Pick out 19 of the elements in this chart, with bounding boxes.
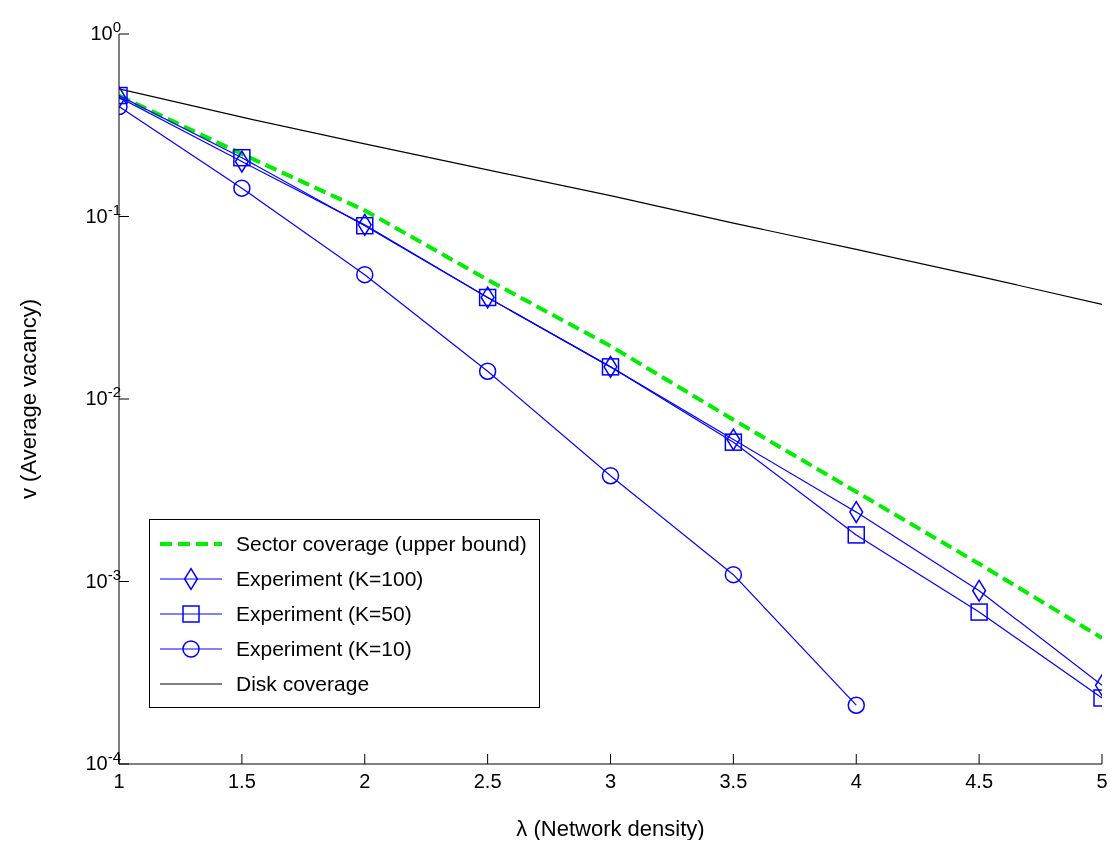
y-tick-label: 10$^{0}$ <box>90 17 121 44</box>
legend-label: Experiment (K=10) <box>236 636 412 661</box>
x-tick-label: 2.5 <box>473 770 502 793</box>
x-tick-label: 1.5 <box>227 770 256 793</box>
legend-label: Experiment (K=50) <box>236 601 412 626</box>
legend-label: Sector coverage (upper bound) <box>236 531 527 556</box>
x-axis-title: λ (Network density) <box>516 816 705 841</box>
x-tick-label: 4 <box>850 770 862 793</box>
x-tick-label: 3.5 <box>719 770 748 793</box>
x-tick-label: 5 <box>1096 770 1108 793</box>
y-axis-title: v (Average vacancy) <box>15 298 41 500</box>
legend-label: Disk coverage <box>236 671 370 696</box>
x-tick-label: 2 <box>359 770 371 793</box>
x-tick-label: 3 <box>604 770 617 793</box>
legend-label: Experiment (K=100) <box>236 566 424 591</box>
y-tick-label: 10$^{-2}$ <box>85 382 121 409</box>
y-tick-label: 10$^{-3}$ <box>85 565 121 592</box>
y-tick-label: 10$^{-1}$ <box>85 200 121 227</box>
x-tick-label: 4.5 <box>965 770 994 793</box>
